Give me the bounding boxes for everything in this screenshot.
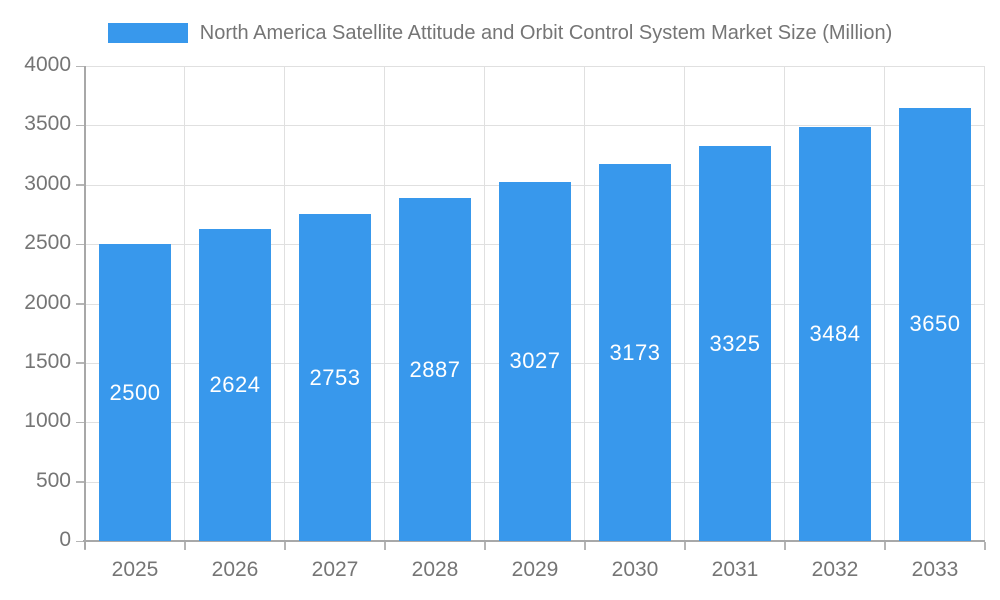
bar-value-label: 2624 bbox=[209, 372, 261, 398]
x-axis-tick bbox=[284, 542, 286, 550]
x-axis-tick bbox=[584, 542, 586, 550]
x-gridline bbox=[684, 66, 685, 541]
y-axis-tick bbox=[76, 243, 84, 246]
x-gridline bbox=[184, 66, 185, 541]
x-axis-label: 2025 bbox=[111, 558, 159, 581]
bar[interactable]: 3173 bbox=[599, 164, 671, 541]
y-axis-label: 1500 bbox=[24, 349, 71, 373]
y-axis-tick bbox=[76, 421, 84, 424]
y-axis-tick bbox=[76, 481, 84, 483]
x-axis-line bbox=[83, 540, 985, 542]
bar[interactable]: 3325 bbox=[699, 146, 771, 541]
x-gridline bbox=[284, 66, 285, 541]
y-axis-tick bbox=[76, 362, 84, 364]
bar-value-label: 2500 bbox=[109, 379, 161, 405]
bar[interactable]: 3484 bbox=[799, 127, 871, 541]
x-gridline bbox=[984, 66, 985, 541]
y-axis-tick bbox=[76, 65, 84, 67]
y-axis-label: 2500 bbox=[24, 231, 71, 255]
y-axis-label: 500 bbox=[35, 468, 71, 492]
bar[interactable]: 2753 bbox=[299, 214, 371, 541]
x-axis-tick bbox=[384, 542, 386, 550]
x-axis-label: 2032 bbox=[811, 558, 859, 581]
x-axis-label: 2027 bbox=[311, 558, 359, 581]
bar-value-label: 3027 bbox=[509, 348, 561, 374]
x-axis-tick bbox=[684, 542, 686, 550]
bar[interactable]: 2500 bbox=[99, 244, 171, 541]
bar[interactable]: 2624 bbox=[199, 229, 271, 541]
x-axis-label: 2030 bbox=[611, 558, 659, 581]
y-axis-label: 3500 bbox=[24, 112, 71, 136]
legend-item[interactable]: North America Satellite Attitude and Orb… bbox=[0, 18, 1000, 48]
x-gridline bbox=[884, 66, 885, 541]
x-axis-label: 2031 bbox=[711, 558, 759, 581]
x-axis-tick bbox=[984, 542, 986, 550]
y-axis-label: 0 bbox=[59, 528, 71, 551]
x-axis-tick bbox=[884, 542, 886, 550]
bar[interactable]: 3650 bbox=[899, 107, 971, 541]
x-axis-label: 2028 bbox=[411, 558, 459, 581]
y-axis-label: 4000 bbox=[24, 53, 71, 76]
legend-swatch-icon bbox=[107, 23, 188, 43]
x-gridline bbox=[484, 66, 485, 541]
bar-value-label: 3650 bbox=[909, 311, 961, 337]
x-gridline bbox=[384, 66, 385, 541]
bar-value-label: 2887 bbox=[409, 356, 461, 382]
x-axis-tick bbox=[484, 542, 486, 550]
x-axis-label: 2029 bbox=[511, 558, 559, 581]
y-axis-tick bbox=[76, 303, 84, 305]
plot-area: 0 500 1000 1500 2000 2500 3000 3500 4000 2500 2025… bbox=[24, 53, 986, 581]
bar[interactable]: 3027 bbox=[499, 181, 571, 541]
y-axis-tick bbox=[76, 124, 84, 127]
bar-value-label: 3325 bbox=[709, 330, 761, 356]
x-gridline bbox=[584, 66, 585, 541]
bar-value-label: 3173 bbox=[609, 339, 661, 365]
y-axis-label: 1000 bbox=[24, 409, 71, 433]
y-axis-line bbox=[84, 66, 86, 549]
y-gridline bbox=[85, 125, 985, 127]
bar[interactable]: 2887 bbox=[399, 198, 471, 541]
y-gridline bbox=[85, 66, 985, 67]
x-axis-label: 2026 bbox=[211, 558, 259, 581]
y-axis-tick bbox=[76, 540, 84, 542]
x-axis-label: 2033 bbox=[911, 558, 959, 581]
y-axis-label: 3000 bbox=[24, 171, 71, 195]
bar-value-label: 3484 bbox=[809, 321, 861, 347]
legend-label: North America Satellite Attitude and Orb… bbox=[199, 21, 893, 44]
x-gridline bbox=[784, 66, 785, 541]
x-axis-tick bbox=[784, 542, 786, 550]
x-axis-tick bbox=[184, 542, 186, 550]
y-axis-tick bbox=[76, 184, 84, 186]
bar-value-label: 2753 bbox=[309, 364, 361, 390]
y-axis-label: 2000 bbox=[24, 290, 71, 314]
